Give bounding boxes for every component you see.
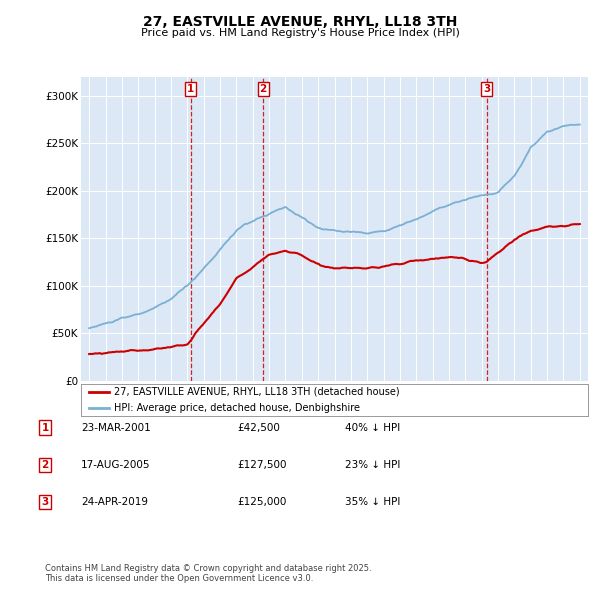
Text: 1: 1 — [41, 423, 49, 432]
Text: 3: 3 — [483, 84, 490, 94]
Text: £127,500: £127,500 — [237, 460, 287, 470]
Text: 17-AUG-2005: 17-AUG-2005 — [81, 460, 151, 470]
Text: 35% ↓ HPI: 35% ↓ HPI — [345, 497, 400, 507]
Text: 40% ↓ HPI: 40% ↓ HPI — [345, 423, 400, 432]
Text: Contains HM Land Registry data © Crown copyright and database right 2025.
This d: Contains HM Land Registry data © Crown c… — [45, 563, 371, 583]
Text: 24-APR-2019: 24-APR-2019 — [81, 497, 148, 507]
Text: 23-MAR-2001: 23-MAR-2001 — [81, 423, 151, 432]
Text: 2: 2 — [259, 84, 266, 94]
Text: 2: 2 — [41, 460, 49, 470]
Text: 1: 1 — [187, 84, 194, 94]
Text: £125,000: £125,000 — [237, 497, 286, 507]
Text: 27, EASTVILLE AVENUE, RHYL, LL18 3TH: 27, EASTVILLE AVENUE, RHYL, LL18 3TH — [143, 15, 457, 29]
Text: HPI: Average price, detached house, Denbighshire: HPI: Average price, detached house, Denb… — [114, 403, 360, 413]
Text: 3: 3 — [41, 497, 49, 507]
Text: 27, EASTVILLE AVENUE, RHYL, LL18 3TH (detached house): 27, EASTVILLE AVENUE, RHYL, LL18 3TH (de… — [114, 386, 400, 396]
Text: 23% ↓ HPI: 23% ↓ HPI — [345, 460, 400, 470]
Text: Price paid vs. HM Land Registry's House Price Index (HPI): Price paid vs. HM Land Registry's House … — [140, 28, 460, 38]
Text: £42,500: £42,500 — [237, 423, 280, 432]
